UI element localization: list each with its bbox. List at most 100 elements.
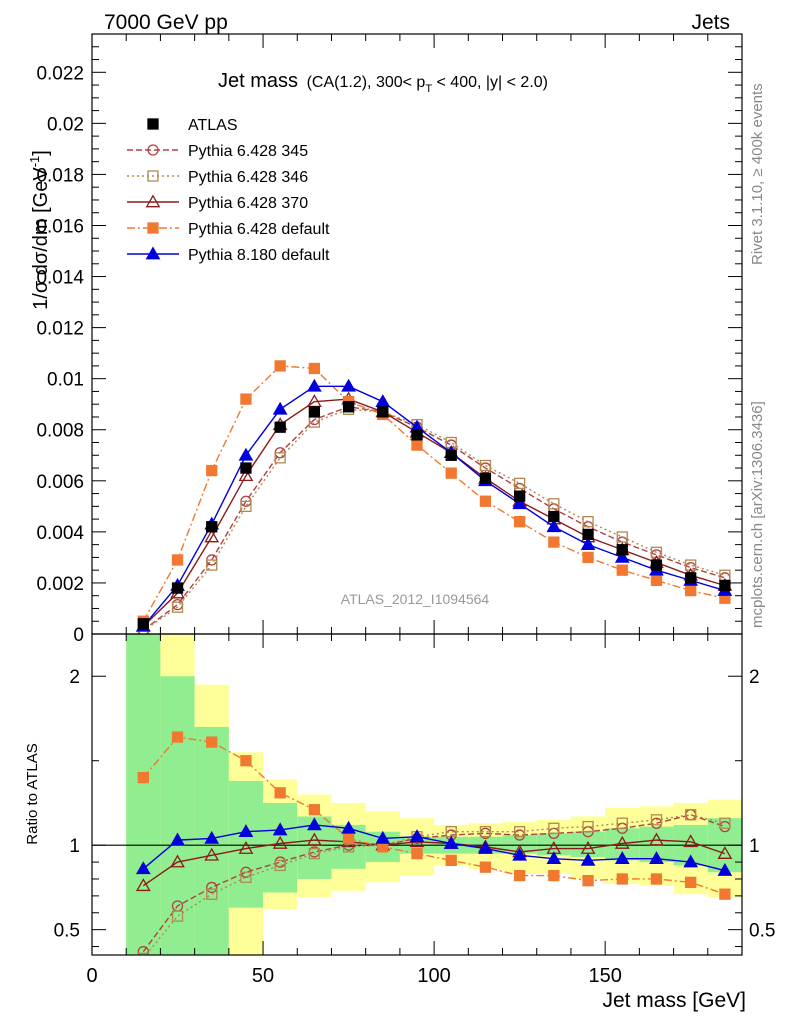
ratio-point-pythia-8-180-default	[580, 852, 596, 866]
data-point-pythia-6-428-346	[308, 416, 321, 428]
ratio-point-pythia-8-180-default	[170, 832, 185, 846]
legend-marker-pythia-6-428-default	[147, 222, 159, 234]
ratio-point-pythia-6-428-default	[206, 736, 218, 748]
data-point-pythia-6-428-default	[308, 362, 321, 375]
data-point-atlas	[308, 406, 321, 418]
x-tick-label: 150	[588, 965, 621, 987]
ratio-point-pythia-6-428-default	[445, 854, 457, 867]
legend: ATLAS Pythia 6.428 345 Pythia 6.428 346 Pyt…	[127, 117, 330, 264]
ratio-point-pythia-6-428-370	[135, 878, 151, 892]
legend-marker-pythia-6-428-370	[145, 194, 161, 208]
data-point-pythia-8-180-default	[546, 519, 562, 533]
y-tick-label: 0.016	[36, 216, 84, 237]
ratio-point-pythia-6-428-346	[479, 826, 492, 838]
y-tick-label: 0.018	[36, 165, 84, 186]
y-tick-label: 0.022	[36, 63, 84, 84]
data-point-atlas	[479, 472, 492, 484]
ratio-point-pythia-8-180-default	[649, 851, 664, 865]
ratio-point-pythia-8-180-default	[204, 830, 220, 844]
data-point-pythia-8-180-default	[375, 394, 391, 407]
ratio-plot-frame	[91, 633, 743, 956]
data-point-pythia-6-428-346	[171, 601, 184, 613]
data-point-pythia-6-428-370	[204, 529, 220, 543]
ratio-point-pythia-6-428-370	[204, 847, 220, 861]
series-line-pythia-6-428-370	[142, 398, 726, 627]
data-point-pythia-8-180-default	[238, 447, 254, 461]
data-point-pythia-8-180-default	[341, 378, 356, 392]
ratio-point-pythia-8-180-default	[238, 824, 254, 838]
ratio-point-pythia-6-428-346	[582, 820, 594, 833]
ratio-point-pythia-6-428-default	[650, 873, 663, 885]
ratio-point-pythia-6-428-default	[274, 787, 286, 799]
data-point-pythia-6-428-default	[616, 564, 628, 576]
ratio-band-inner	[502, 835, 537, 854]
legend-marker-pythia-6-428-346	[147, 170, 159, 182]
ratio-point-pythia-6-428-346	[308, 847, 321, 860]
side-label-top: Rivet 3.1.10, ≥ 400k events	[749, 83, 766, 265]
data-point-pythia-6-428-346	[513, 477, 526, 490]
ratio-uncertainty-bands	[92, 634, 742, 955]
ratio-point-pythia-6-428-370	[649, 832, 664, 846]
data-point-pythia-6-428-default	[171, 554, 184, 566]
y-tick-label: 0.008	[36, 421, 84, 442]
ratio-point-pythia-8-180-default	[443, 835, 459, 849]
ratio-point-pythia-8-180-default	[306, 817, 322, 831]
legend-marker-atlas	[147, 118, 159, 130]
ratio-point-pythia-6-428-default	[616, 873, 628, 885]
ratio-line-pythia-6-428-346	[145, 814, 726, 955]
data-point-pythia-6-428-default	[445, 467, 457, 479]
legend-label-atlas: ATLAS	[188, 117, 238, 134]
ratio-y-tick-label-right: 1	[749, 836, 760, 857]
legend-label-pythia-6-428-346: Pythia 6.428 346	[188, 169, 308, 186]
ratio-point-pythia-8-180-default	[341, 820, 356, 834]
ratio-point-pythia-8-180-default	[409, 829, 425, 843]
ratio-point-pythia-6-428-default	[548, 869, 560, 882]
side-label-bottom: mcplots.cern.ch [arXiv:1306.3436]	[749, 401, 766, 628]
data-point-atlas	[548, 510, 560, 523]
ratio-point-pythia-8-180-default	[478, 841, 493, 854]
data-point-pythia-6-428-370	[238, 468, 254, 482]
ratio-point-pythia-6-428-370	[170, 854, 185, 868]
ratio-point-pythia-6-428-default	[308, 804, 321, 816]
ratio-y-axis-label: Ratio to ATLAS	[24, 743, 41, 844]
series-line-pythia-6-428-346	[142, 408, 726, 632]
data-point-atlas	[274, 421, 286, 433]
data-point-atlas	[411, 429, 423, 441]
series-line-pythia-6-428-345	[142, 406, 726, 631]
data-point-pythia-6-428-default	[685, 584, 697, 597]
data-point-atlas	[650, 559, 663, 571]
ratio-point-pythia-8-180-default	[375, 830, 391, 844]
data-point-pythia-6-428-346	[616, 531, 628, 543]
y-tick-label: 0.012	[36, 319, 84, 340]
ratio-y-tick-label-right: 0.5	[749, 921, 775, 942]
data-point-pythia-6-428-default	[582, 551, 594, 564]
series-line-pythia-6-428-default	[142, 365, 726, 622]
data-point-atlas	[377, 406, 389, 418]
y-tick-label: 0	[73, 625, 84, 646]
ratio-y-tick-label-right: 2	[749, 667, 760, 688]
ratio-line-pythia-6-428-370	[142, 839, 726, 887]
ratio-point-pythia-6-428-370	[272, 835, 288, 849]
data-point-atlas	[206, 521, 218, 533]
ratio-point-pythia-6-428-346	[171, 910, 184, 922]
ratio-point-pythia-6-428-370	[717, 846, 733, 859]
ratio-point-pythia-6-428-346	[650, 814, 663, 826]
data-point-pythia-6-428-345	[171, 598, 184, 611]
data-point-pythia-6-428-346	[548, 498, 560, 510]
legend-marker-pythia-8-180-default	[145, 246, 161, 260]
data-point-atlas	[240, 462, 252, 474]
ratio-point-pythia-6-428-346	[513, 826, 526, 838]
data-point-pythia-8-180-default	[580, 537, 596, 550]
legend-label-pythia-6-428-370: Pythia 6.428 370	[188, 195, 308, 212]
y-axis-label: 1/σ dσ/dm [GeV-1]	[27, 150, 52, 310]
data-point-pythia-6-428-345	[685, 561, 697, 574]
x-tick-label: 0	[86, 965, 97, 987]
y-tick-label: 0.002	[36, 574, 84, 595]
ratio-point-pythia-6-428-346	[719, 817, 731, 829]
ratio-point-pythia-6-428-346	[685, 809, 697, 821]
data-point-pythia-6-428-default	[548, 536, 560, 548]
data-point-pythia-6-428-346	[206, 559, 218, 571]
ratio-line-pythia-8-180-default	[142, 824, 726, 872]
ratio-point-pythia-6-428-346	[274, 859, 286, 872]
axes-group: 0 50 100 150 0 0.002 0.004 0.006 0.008 0.01 0.012 0…	[36, 33, 775, 987]
